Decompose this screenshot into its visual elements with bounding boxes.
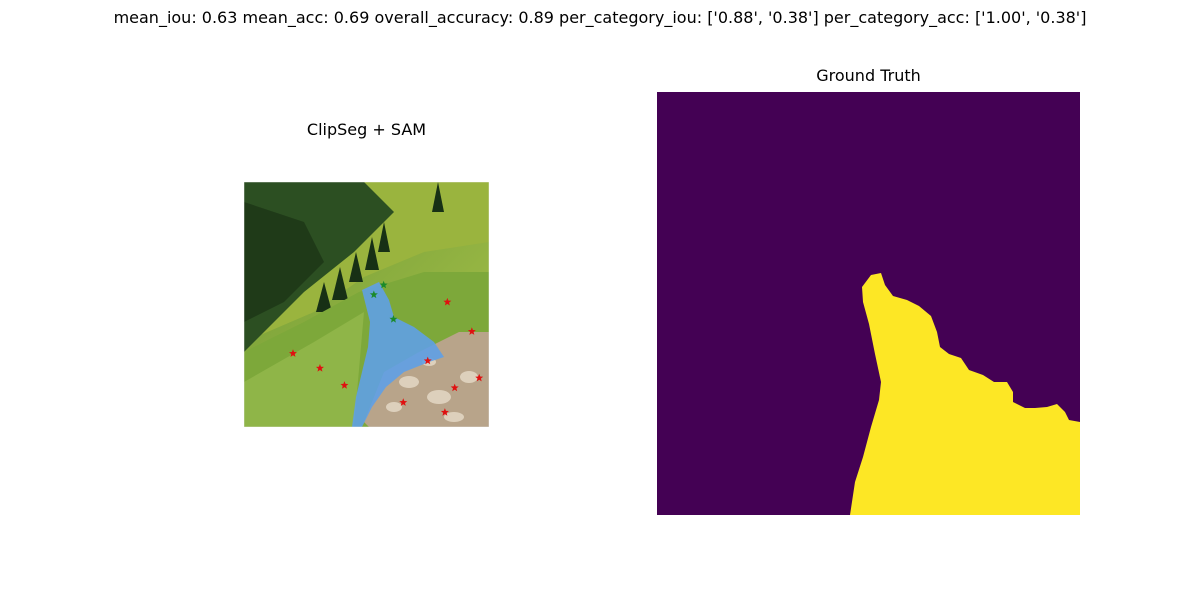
grass-highlight xyxy=(244,312,364,427)
negative-point-marker xyxy=(475,373,484,382)
figure-suptitle: mean_iou: 0.63 mean_acc: 0.69 overall_ac… xyxy=(113,8,1087,27)
negative-point-marker xyxy=(289,349,297,357)
ground-truth-stream xyxy=(850,273,1080,515)
negative-point-marker xyxy=(399,398,408,406)
negative-point-marker xyxy=(440,408,449,416)
predicted-stream-mask xyxy=(352,282,444,427)
negative-point-marker xyxy=(423,356,432,365)
forest-dark xyxy=(244,202,324,322)
positive-point-marker xyxy=(389,315,398,323)
conifer-trees xyxy=(316,182,444,312)
prompt-points xyxy=(289,280,484,416)
negative-point-marker xyxy=(340,381,349,389)
prediction-panel-title: ClipSeg + SAM xyxy=(306,120,427,139)
prediction-image xyxy=(244,182,489,427)
negative-point-marker xyxy=(467,327,476,335)
positive-point-marker xyxy=(369,290,378,299)
ground-truth-panel-title: Ground Truth xyxy=(816,66,921,85)
positive-point-marker xyxy=(379,280,388,289)
negative-point-marker xyxy=(450,383,459,392)
negative-point-marker xyxy=(443,297,452,306)
negative-point-marker xyxy=(315,364,324,372)
ground-truth-mask xyxy=(657,92,1080,515)
